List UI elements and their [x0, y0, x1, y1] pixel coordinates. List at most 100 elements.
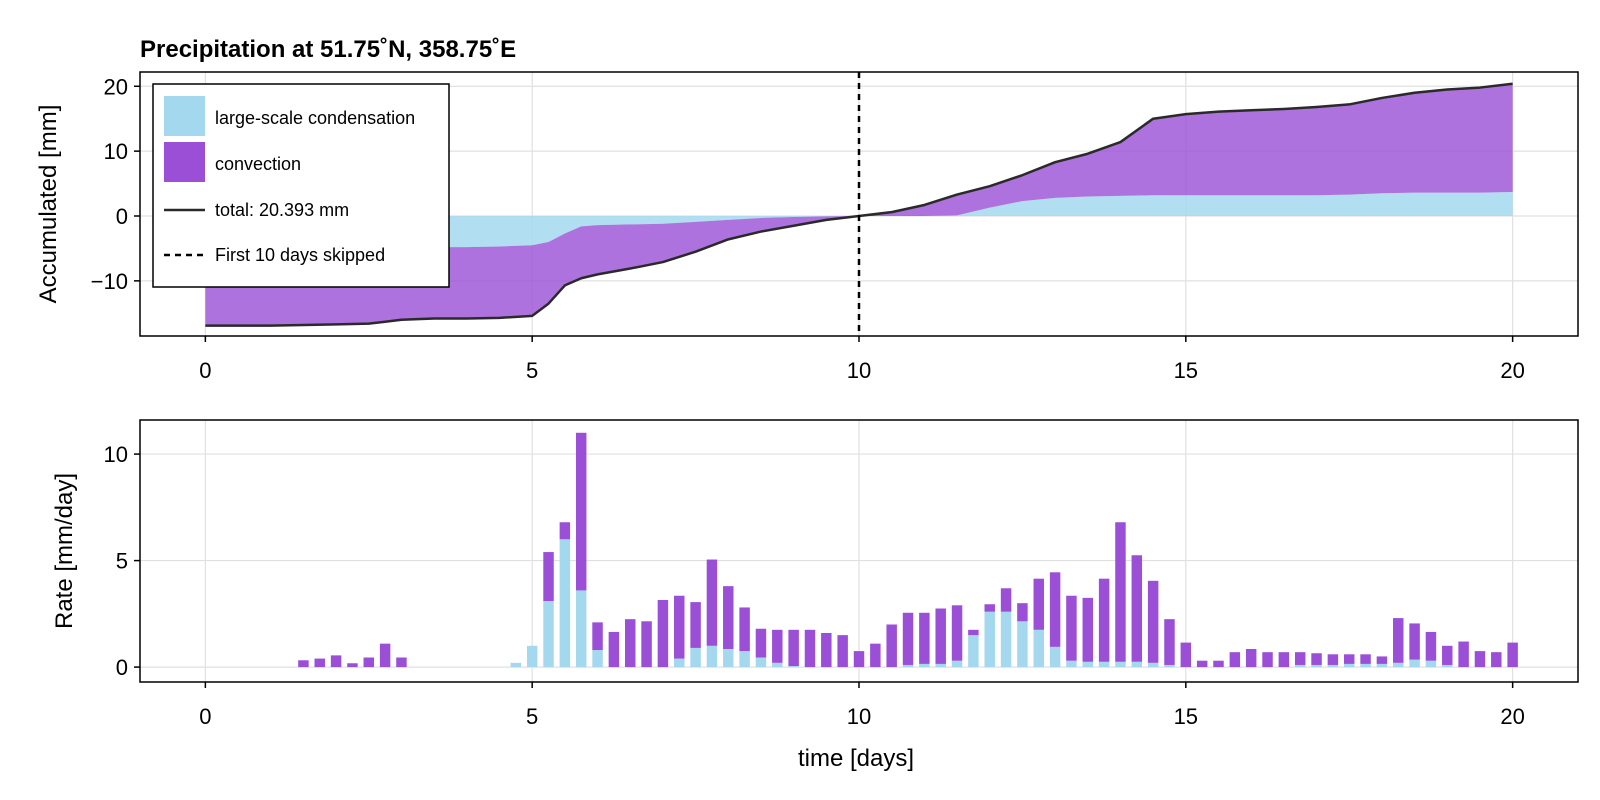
- bar-convection: [984, 604, 995, 612]
- bar-large-scale: [935, 663, 946, 668]
- bottom-panel-grid: [140, 420, 1578, 682]
- top-x-tick-label: 5: [526, 358, 538, 383]
- bottom-x-tick-label: 10: [847, 704, 871, 729]
- top-y-tick-label: −10: [91, 269, 128, 294]
- bar-convection: [1343, 654, 1355, 664]
- bar-convection: [314, 658, 325, 668]
- bar-convection: [298, 660, 309, 668]
- bar-convection: [739, 607, 750, 652]
- top-y-tick-label: 10: [104, 139, 128, 164]
- bar-convection: [837, 635, 848, 668]
- bar-large-scale: [1409, 659, 1420, 668]
- legend-label-skipped: First 10 days skipped: [215, 245, 385, 265]
- bar-convection: [1458, 641, 1469, 668]
- bar-large-scale: [788, 666, 799, 668]
- bottom-x-tick-label: 20: [1500, 704, 1524, 729]
- bar-large-scale: [1000, 611, 1012, 668]
- bar-large-scale: [526, 645, 538, 668]
- bar-convection: [347, 663, 358, 668]
- bar-convection: [1033, 578, 1044, 630]
- bar-convection: [641, 621, 652, 668]
- legend-label-total: total: 20.393 mm: [215, 200, 349, 220]
- bar-convection: [690, 602, 701, 648]
- x-axis-label: time [days]: [798, 745, 914, 772]
- bar-large-scale: [674, 658, 685, 668]
- bar-large-scale: [1017, 621, 1028, 668]
- top-x-tick-label: 15: [1174, 358, 1198, 383]
- bar-large-scale: [1147, 662, 1159, 668]
- bar-convection: [788, 629, 799, 667]
- bar-convection: [1213, 660, 1224, 668]
- top-panel-lines: [205, 72, 1513, 336]
- bar-convection: [624, 619, 636, 668]
- bar-convection: [1376, 656, 1388, 664]
- bottom-x-tick-label: 0: [199, 704, 211, 729]
- bar-large-scale: [1098, 661, 1110, 668]
- bar-convection: [1049, 572, 1061, 647]
- bar-large-scale: [543, 601, 554, 668]
- bar-convection: [1327, 654, 1339, 665]
- bar-large-scale: [902, 664, 914, 668]
- bottom-panel-ticks: 0 5 10 15 20 0 5 10: [104, 442, 1525, 729]
- bar-convection: [1311, 653, 1322, 665]
- legend: large-scale condensation convection tota…: [152, 83, 450, 288]
- bar-convection: [853, 651, 865, 668]
- bar-convection: [1017, 603, 1028, 622]
- bar-convection: [1147, 580, 1159, 663]
- bar-large-scale: [575, 590, 587, 668]
- bottom-x-tick-label: 5: [526, 704, 538, 729]
- bar-convection: [1278, 652, 1290, 668]
- bar-convection: [396, 657, 407, 668]
- bar-convection: [575, 432, 587, 591]
- bar-convection: [1180, 642, 1192, 668]
- bar-convection: [1115, 522, 1126, 662]
- bar-large-scale: [1049, 646, 1061, 668]
- bottom-y-tick-label: 5: [116, 549, 128, 574]
- top-x-tick-label: 0: [199, 358, 211, 383]
- convection-area: [205, 83, 1513, 326]
- bar-convection: [1360, 654, 1371, 664]
- bar-convection: [1082, 597, 1094, 662]
- bar-convection: [1294, 652, 1306, 665]
- chart-title: Precipitation at 51.75˚N, 358.75˚E: [140, 36, 516, 63]
- top-x-tick-label: 10: [847, 358, 871, 383]
- bar-large-scale: [1294, 664, 1306, 668]
- bar-large-scale: [919, 663, 930, 668]
- bar-large-scale: [772, 662, 783, 668]
- bar-large-scale: [1131, 661, 1143, 668]
- bar-convection: [1066, 595, 1077, 661]
- bar-convection: [379, 643, 391, 668]
- bar-large-scale: [1327, 664, 1339, 668]
- bar-convection: [608, 631, 620, 668]
- bar-convection: [1474, 651, 1486, 668]
- bottom-panel-bars: [298, 432, 1518, 668]
- bar-large-scale: [1164, 664, 1175, 668]
- bar-convection: [951, 605, 963, 661]
- bar-convection: [1196, 660, 1208, 668]
- bar-convection: [935, 608, 946, 664]
- bar-convection: [1442, 645, 1453, 665]
- bottom-y-tick-label: 10: [104, 442, 128, 467]
- bar-convection: [330, 655, 342, 668]
- bar-large-scale: [968, 635, 979, 668]
- bar-large-scale: [1425, 660, 1437, 668]
- bar-large-scale: [1343, 663, 1355, 668]
- legend-swatch-convection: [164, 142, 205, 182]
- bar-convection: [723, 586, 734, 649]
- bar-convection: [772, 629, 783, 663]
- bar-large-scale: [592, 650, 603, 668]
- bottom-x-tick-label: 15: [1174, 704, 1198, 729]
- bar-convection: [870, 643, 881, 668]
- bar-large-scale: [1311, 664, 1322, 668]
- bar-large-scale: [1376, 663, 1388, 668]
- legend-swatch-large-scale: [164, 96, 205, 136]
- bar-convection: [902, 612, 914, 665]
- bar-large-scale: [1066, 660, 1077, 668]
- bar-large-scale: [739, 651, 750, 668]
- bottom-y-axis-label: Rate [mm/day]: [51, 473, 78, 629]
- bar-convection: [755, 628, 767, 658]
- bar-convection: [1262, 652, 1273, 668]
- bar-large-scale: [1360, 663, 1371, 668]
- bar-large-scale: [706, 645, 718, 668]
